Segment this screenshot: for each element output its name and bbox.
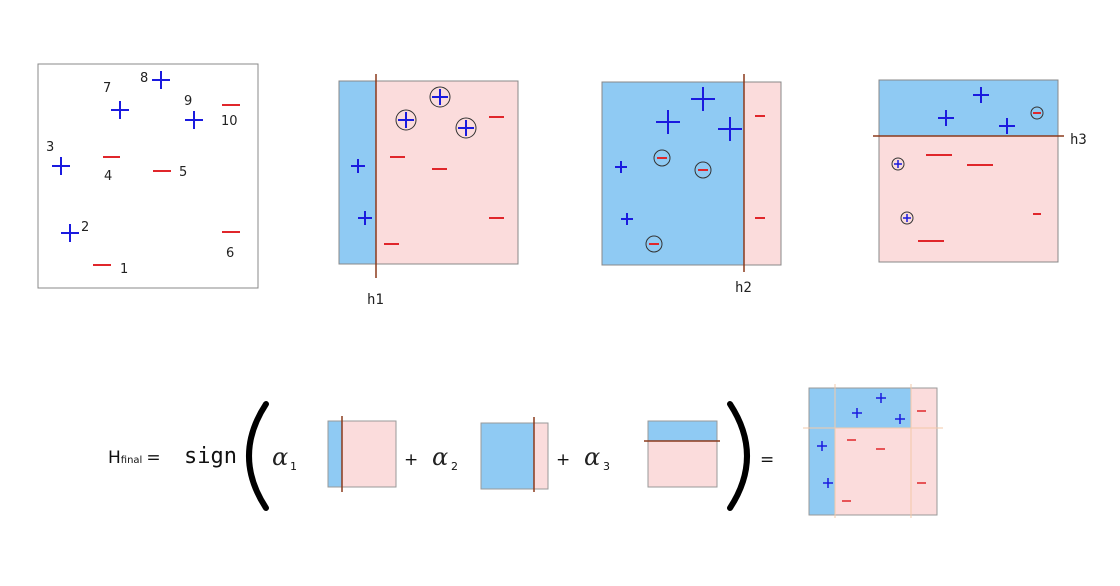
panel-h1: h1	[339, 74, 518, 308]
sign-function-label: sign	[184, 444, 237, 469]
plus-operator-2: +	[556, 450, 570, 470]
mini-classifier-h2	[481, 417, 548, 492]
alpha-3-subscript: 3	[603, 460, 610, 473]
alpha-1-subscript: 1	[290, 460, 297, 473]
point-label-10: 10	[221, 114, 238, 129]
point-label-9: 9	[184, 94, 192, 109]
blue-region	[648, 421, 717, 441]
alpha-3-symbol: α	[584, 443, 600, 471]
blue-region-top	[809, 388, 911, 428]
point-label-7: 7	[103, 81, 111, 96]
pink-region	[376, 81, 518, 264]
combined-classifier	[803, 384, 943, 518]
h-final-label: Hfinal =	[108, 448, 161, 468]
panel-h2: h2	[602, 74, 781, 296]
pink-region	[744, 82, 781, 265]
pink-region	[534, 423, 548, 489]
point-label-8: 8	[140, 71, 148, 86]
classifier-label-h2: h2	[735, 280, 752, 296]
point-label-6: 6	[226, 246, 234, 261]
pink-region	[648, 441, 717, 487]
classifier-label-h3: h3	[1070, 132, 1087, 148]
mini-classifier-h1	[328, 416, 396, 492]
pink-region	[342, 421, 396, 487]
point-label-4: 4	[104, 169, 112, 184]
alpha-1-symbol: α	[272, 443, 288, 471]
result-equals: =	[760, 450, 774, 470]
classifier-label-h1: h1	[367, 292, 384, 308]
alpha-2-subscript: 2	[451, 460, 458, 473]
blue-region	[602, 82, 744, 265]
panel-h3: h3	[873, 80, 1087, 262]
h-subscript: final	[121, 455, 143, 466]
blue-region	[879, 80, 1058, 136]
pink-region	[879, 136, 1058, 262]
h-equals: =	[146, 448, 160, 468]
point-label-2: 2	[81, 220, 89, 235]
point-label-3: 3	[46, 140, 54, 155]
point-label-5: 5	[179, 165, 187, 180]
panel-frame	[38, 64, 258, 288]
blue-region	[328, 421, 342, 487]
point-label-1: 1	[120, 262, 128, 277]
mini-classifier-h3	[644, 421, 720, 487]
plus-operator-1: +	[404, 450, 418, 470]
blue-region	[481, 423, 534, 489]
h-letter: H	[108, 448, 121, 468]
final-hypothesis-formula: Hfinal = sign α 1 + α 2 + α 3	[108, 384, 943, 518]
panel-original-data: 1 2 3 4 5 6 7 8 9 10	[38, 64, 258, 288]
alpha-2-symbol: α	[432, 443, 448, 471]
left-parenthesis	[249, 404, 266, 508]
right-parenthesis	[730, 404, 747, 508]
